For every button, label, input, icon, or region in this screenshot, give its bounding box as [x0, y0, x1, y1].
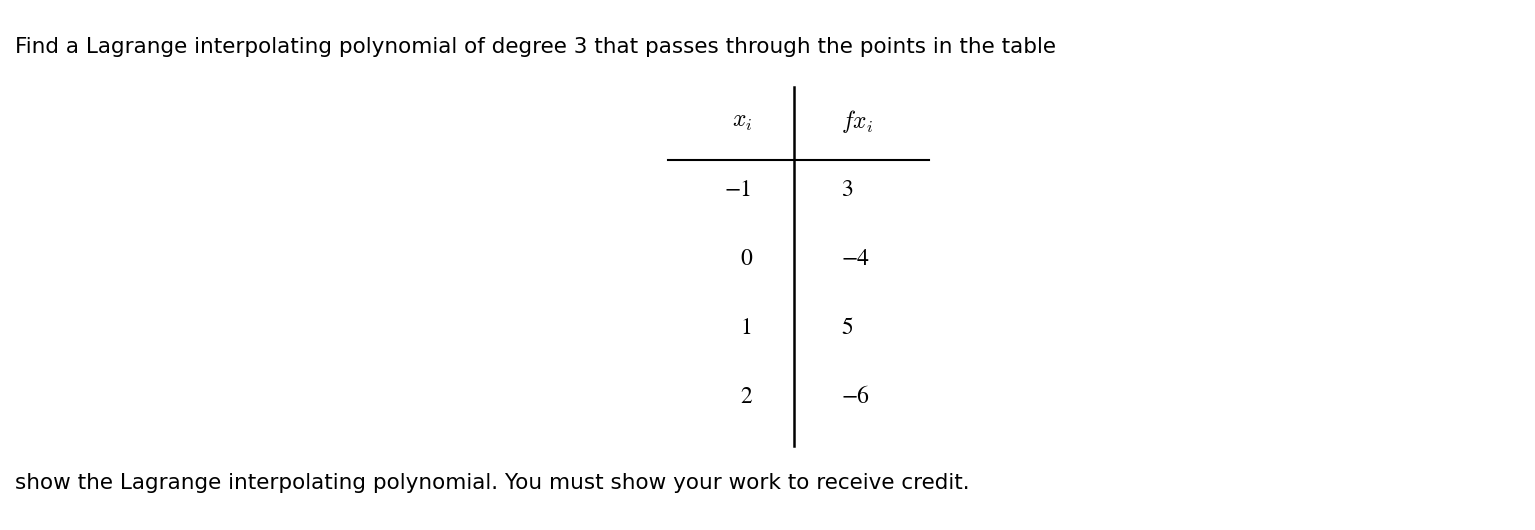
Text: 1: 1	[740, 318, 752, 339]
Text: 3: 3	[841, 180, 853, 201]
Text: $x_i$: $x_i$	[732, 111, 752, 133]
Text: Find a Lagrange interpolating polynomial of degree 3 that passes through the poi: Find a Lagrange interpolating polynomial…	[15, 37, 1056, 57]
Text: −6: −6	[841, 387, 869, 408]
Text: 2: 2	[740, 387, 752, 408]
Text: −4: −4	[841, 249, 869, 270]
Text: $fx_i$: $fx_i$	[841, 109, 873, 135]
Text: show the Lagrange interpolating polynomial. You must show your work to receive c: show the Lagrange interpolating polynomi…	[15, 473, 970, 493]
Text: −1: −1	[725, 180, 752, 201]
Text: 5: 5	[841, 318, 853, 339]
Text: 0: 0	[740, 249, 752, 270]
